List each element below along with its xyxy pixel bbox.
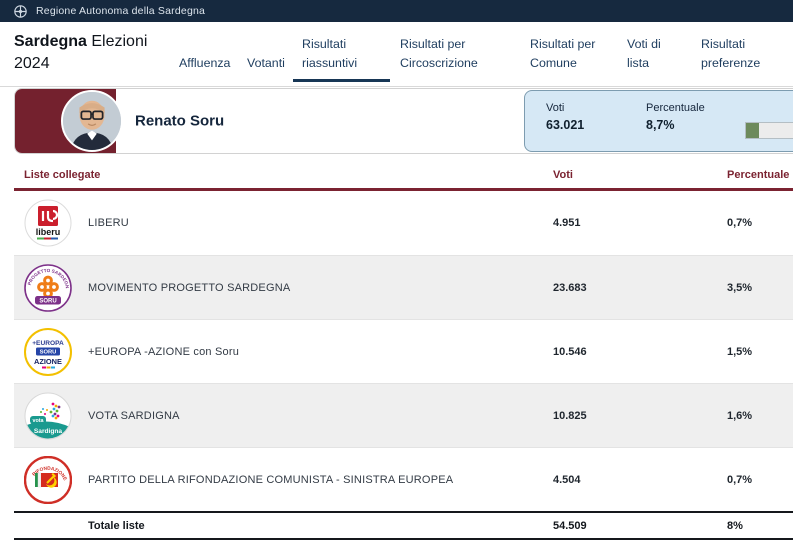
svg-text:vota: vota	[32, 418, 44, 424]
tab-risultati-comune[interactable]: Risultati per Comune	[530, 37, 596, 70]
sardegna-emblem-icon	[14, 4, 27, 18]
page-title: Sardegna Elezioni 2024	[14, 31, 147, 75]
list-percentage: 0,7%	[727, 217, 753, 229]
list-percentage: 1,5%	[727, 345, 753, 358]
progetto-sardegna-logo-icon: PROGETTO SARDEGNA SORU	[24, 264, 72, 312]
candidate-avatar	[63, 92, 121, 150]
votes-value: 63.021	[546, 118, 585, 132]
total-label: Totale liste	[88, 519, 145, 532]
rifondazione-comunista-logo-icon: RIFONDAZIONE	[24, 456, 72, 504]
candidate-stats-box: Voti 63.021 Percentuale 8,7%	[524, 90, 793, 152]
table-row: PARTITO DELLA RIFONDAZIONE COMUNISTA - S…	[14, 447, 793, 511]
table-row: +EUROPA -AZIONE con Soru 10.546 1,5% +EU…	[14, 319, 793, 383]
svg-text:Sardigna: Sardigna	[34, 428, 63, 435]
candidate-card: Renato Soru Voti 63.021 Percentuale 8,7%	[14, 88, 793, 154]
svg-text:SORU: SORU	[39, 299, 56, 305]
list-name: PARTITO DELLA RIFONDAZIONE COMUNISTA - S…	[88, 473, 454, 486]
table-row: LIBERU 4.951 0,7% liberu	[14, 191, 793, 255]
list-votes: 4.951	[553, 217, 581, 229]
svg-text:+EUROPA: +EUROPA	[32, 340, 64, 347]
candidate-photo	[61, 90, 123, 152]
column-liste-collegate: Liste collegate	[24, 169, 101, 181]
tab-voti-di-lista[interactable]: Voti di lista	[627, 37, 661, 70]
list-percentage: 3,5%	[727, 281, 753, 294]
list-name: +EUROPA -AZIONE con Soru	[88, 345, 240, 358]
site-header: Sardegna Elezioni 2024 Affluenza Votanti…	[0, 22, 793, 87]
liberu-logo-icon: liberu	[24, 199, 72, 247]
percentage-value: 8,7%	[646, 118, 675, 132]
tab-affluenza[interactable]: Affluenza	[179, 56, 231, 70]
title-year: 2024	[14, 55, 50, 72]
europa-azione-logo-icon: +EUROPA SORU AZIONE	[24, 328, 72, 376]
list-votes: 4.504	[553, 473, 581, 486]
title-rest: Elezioni	[91, 33, 148, 50]
table-total-row: Totale liste 54.509 8%	[14, 511, 793, 540]
list-name: MOVIMENTO PROGETTO SARDEGNA	[88, 281, 291, 294]
total-percentage: 8%	[727, 519, 743, 532]
table-header: Liste collegate Voti Percentuale	[14, 162, 793, 191]
column-voti: Voti	[553, 169, 573, 181]
candidate-percentage: Percentuale 8,7%	[646, 102, 705, 132]
tab-risultati-circoscrizione[interactable]: Risultati per Circoscrizione	[400, 37, 478, 70]
votes-label: Voti	[546, 102, 565, 114]
svg-text:AZIONE: AZIONE	[34, 357, 62, 366]
tab-risultati-riassuntivi[interactable]: Risultati riassuntivi	[293, 35, 390, 82]
list-votes: 10.825	[553, 409, 587, 422]
list-name: LIBERU	[88, 217, 129, 229]
tab-risultati-preferenze[interactable]: Risultati preferenze	[701, 37, 761, 70]
list-percentage: 0,7%	[727, 473, 753, 486]
list-votes: 23.683	[553, 281, 587, 294]
column-percentuale: Percentuale	[727, 169, 790, 181]
svg-text:liberu: liberu	[36, 227, 61, 237]
candidate-progress-bar	[745, 122, 793, 139]
region-topbar: Regione Autonoma della Sardegna	[0, 0, 793, 22]
percentage-label: Percentuale	[646, 102, 705, 114]
candidate-progress-fill	[746, 123, 759, 138]
candidate-name: Renato Soru	[135, 112, 225, 130]
topbar-label: Regione Autonoma della Sardegna	[36, 5, 206, 17]
table-row: MOVIMENTO PROGETTO SARDEGNA 23.683 3,5% …	[14, 255, 793, 319]
lists-table: Liste collegate Voti Percentuale LIBERU …	[14, 162, 793, 540]
list-name: VOTA SARDIGNA	[88, 409, 180, 422]
table-row: VOTA SARDIGNA 10.825 1,6% vota Sardigna	[14, 383, 793, 447]
candidate-votes: Voti 63.021	[546, 102, 584, 132]
title-bold: Sardegna	[14, 33, 87, 50]
tab-votanti[interactable]: Votanti	[247, 56, 285, 70]
list-votes: 10.546	[553, 345, 587, 358]
list-percentage: 1,6%	[727, 409, 753, 422]
total-votes: 54.509	[553, 519, 587, 532]
vota-sardigna-logo-icon: vota Sardigna	[24, 392, 72, 440]
svg-text:SORU: SORU	[40, 350, 57, 356]
